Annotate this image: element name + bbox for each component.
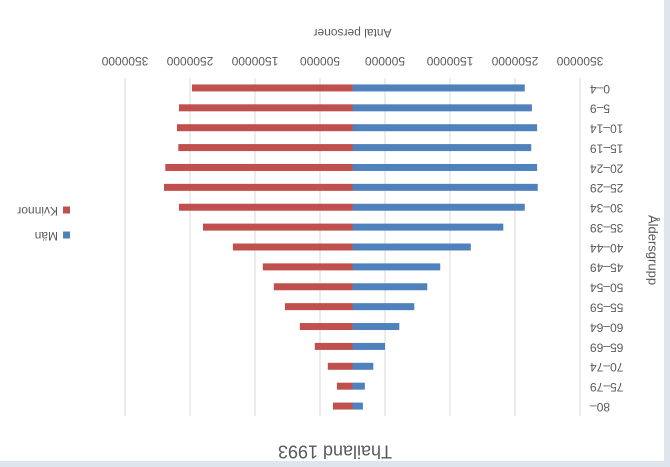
- x-tick-label: 1500000: [231, 54, 278, 68]
- y-tick-label: 45–49: [590, 261, 624, 275]
- bar: [314, 342, 353, 350]
- y-tick-label: 75–79: [590, 380, 624, 394]
- x-tick-label: 3500000: [556, 54, 603, 68]
- x-tick-label: 2500000: [166, 54, 213, 68]
- bar: [352, 303, 415, 311]
- y-tick-label: 15–19: [590, 141, 624, 155]
- y-tick-label: 35–39: [590, 221, 624, 235]
- y-axis-title: Åldersgrupp: [646, 215, 661, 285]
- y-tick-label: 20–24: [590, 161, 624, 175]
- legend-label: Män: [35, 229, 58, 243]
- bar: [352, 402, 363, 410]
- bar: [352, 323, 400, 331]
- bar: [352, 183, 538, 191]
- bar: [273, 283, 353, 291]
- bar: [164, 183, 353, 191]
- y-tick-label: 10–14: [590, 122, 624, 136]
- bar: [191, 84, 353, 92]
- y-tick-label: 0–4: [590, 82, 610, 96]
- legend-label: Kvinnor: [17, 204, 58, 218]
- bar: [262, 263, 353, 271]
- bar: [177, 124, 353, 132]
- bar: [178, 203, 353, 211]
- y-tick-label: 40–44: [590, 241, 624, 255]
- bar: [352, 283, 428, 291]
- bar: [352, 263, 441, 271]
- x-tick-label: 500000: [300, 54, 340, 68]
- bar: [352, 342, 385, 350]
- bar: [352, 243, 471, 251]
- x-tick-label: 1500000: [426, 54, 473, 68]
- y-tick-label: 30–34: [590, 201, 624, 215]
- bar: [352, 223, 504, 231]
- bar: [352, 382, 365, 390]
- y-tick-label: 60–64: [590, 320, 624, 334]
- bar: [352, 203, 525, 211]
- bar: [299, 323, 353, 331]
- bar: [352, 104, 532, 112]
- bar: [327, 362, 353, 370]
- bar: [352, 124, 538, 132]
- x-axis-title: Antal personer: [313, 26, 391, 40]
- bar: [178, 104, 353, 112]
- y-tick-label: 80–: [590, 400, 610, 414]
- bar: [284, 303, 353, 311]
- bar: [352, 84, 525, 92]
- y-tick-label: 70–74: [590, 360, 624, 374]
- bar: [232, 243, 353, 251]
- bar: [352, 362, 374, 370]
- bar: [352, 163, 538, 171]
- bar: [336, 382, 353, 390]
- legend-swatch: [63, 206, 70, 214]
- bar: [165, 163, 353, 171]
- y-tick-label: 65–69: [590, 340, 624, 354]
- chart-title: Thailand 1993: [278, 441, 392, 461]
- bar: [352, 144, 532, 152]
- x-tick-label: 500000: [365, 54, 405, 68]
- y-tick-label: 25–29: [590, 181, 624, 195]
- bar: [178, 144, 353, 152]
- bar: [203, 223, 353, 231]
- y-tick-label: 5–9: [590, 102, 610, 116]
- x-tick-label: 2500000: [491, 54, 538, 68]
- y-tick-label: 50–54: [590, 281, 624, 295]
- x-tick-label: 3500000: [101, 54, 148, 68]
- legend-swatch: [63, 231, 70, 239]
- bar: [333, 402, 353, 410]
- y-tick-label: 55–59: [590, 300, 624, 314]
